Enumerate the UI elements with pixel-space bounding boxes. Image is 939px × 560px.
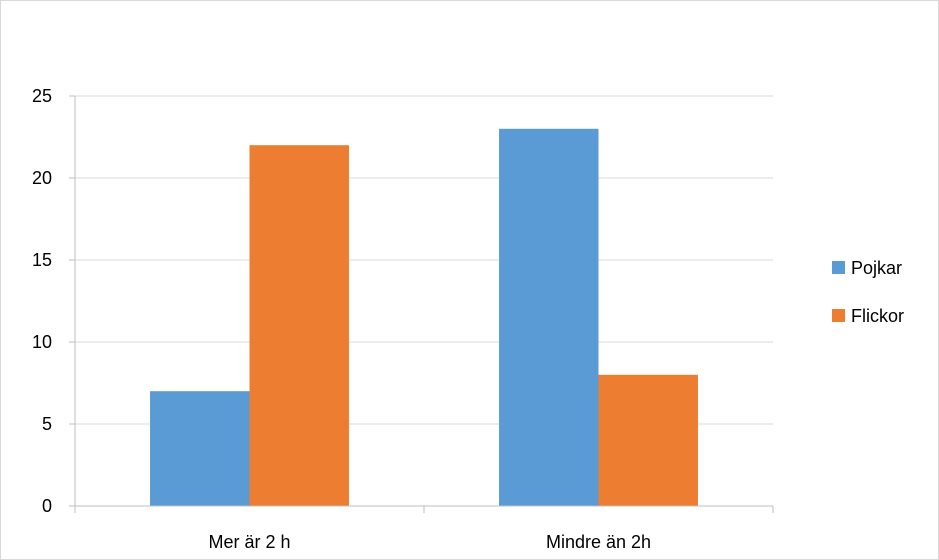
x-category-label: Mer är 2 h	[208, 532, 290, 552]
bars	[150, 128, 698, 507]
bar-flickor-0	[249, 145, 349, 506]
bar-pojkar-1	[499, 128, 599, 507]
y-tick-label: 5	[42, 414, 52, 434]
legend-label-pojkar: Pojkar	[851, 258, 902, 278]
y-tick-label: 20	[32, 168, 52, 188]
y-axis-ticks: 0 5 10 15 20 25	[32, 86, 75, 516]
x-axis-ticks: Mer är 2 h Mindre än 2h	[74, 506, 774, 552]
y-tick-label: 0	[42, 496, 52, 516]
legend-swatch-pojkar	[832, 261, 845, 274]
y-tick-label: 10	[32, 332, 52, 352]
y-tick-label: 25	[32, 86, 52, 106]
legend-swatch-flickor	[832, 309, 845, 322]
legend-label-flickor: Flickor	[851, 306, 904, 326]
y-tick-label: 15	[32, 250, 52, 270]
bar-flickor-1	[598, 374, 698, 506]
x-category-label: Mindre än 2h	[546, 532, 651, 552]
bar-pojkar-0	[150, 391, 250, 506]
legend: Pojkar Flickor	[832, 258, 904, 326]
